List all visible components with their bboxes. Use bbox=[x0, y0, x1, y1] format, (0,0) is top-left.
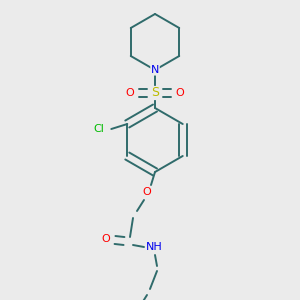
Text: O: O bbox=[142, 187, 152, 197]
Text: N: N bbox=[151, 65, 159, 75]
Text: Cl: Cl bbox=[94, 124, 105, 134]
Text: O: O bbox=[102, 234, 110, 244]
Text: O: O bbox=[176, 88, 184, 98]
Text: O: O bbox=[126, 88, 134, 98]
Text: NH: NH bbox=[146, 242, 162, 252]
Text: S: S bbox=[151, 86, 159, 100]
